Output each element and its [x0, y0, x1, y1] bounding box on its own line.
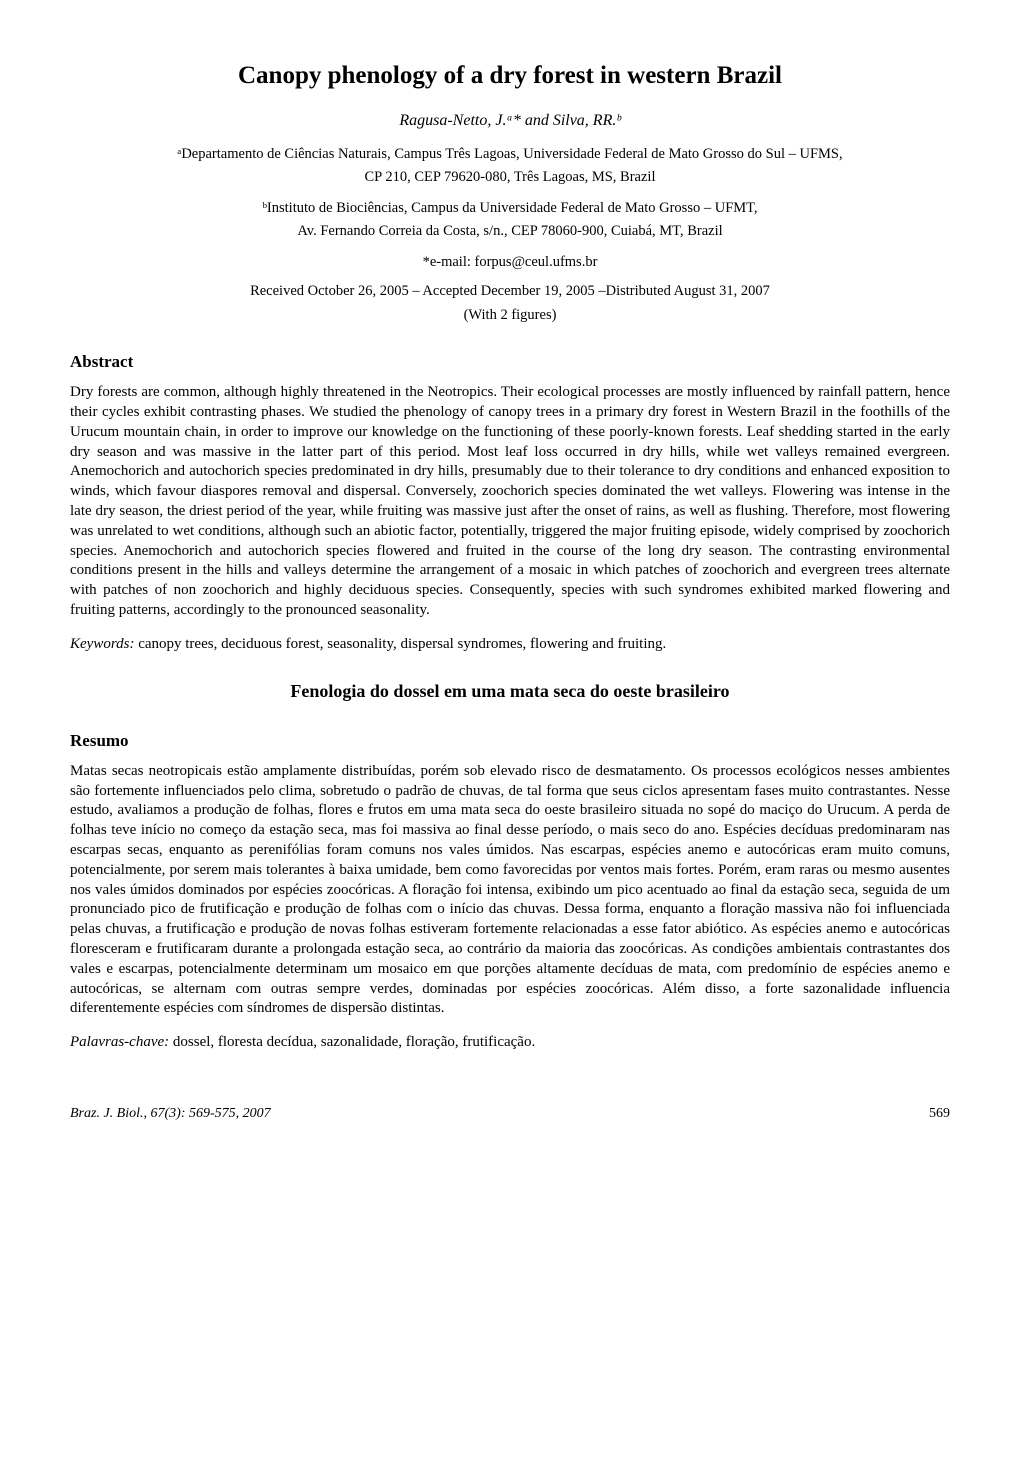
abstract-heading: Abstract [70, 351, 950, 373]
affiliation-a-line1: ᵃDepartamento de Ciências Naturais, Camp… [70, 145, 950, 164]
article-dates: Received October 26, 2005 – Accepted Dec… [70, 282, 950, 301]
corresponding-email: *e-mail: forpus@ceul.ufms.br [70, 253, 950, 272]
abstract-body: Dry forests are common, although highly … [70, 383, 950, 621]
journal-citation: Braz. J. Biol., 67(3): 569-575, 2007 [70, 1105, 271, 1123]
article-title: Canopy phenology of a dry forest in west… [70, 60, 950, 93]
affiliation-a: ᵃDepartamento de Ciências Naturais, Camp… [70, 145, 950, 187]
page-number: 569 [929, 1105, 950, 1123]
affiliation-b-line1: ᵇInstituto de Biociências, Campus da Uni… [70, 199, 950, 218]
affiliation-a-line2: CP 210, CEP 79620-080, Três Lagoas, MS, … [70, 168, 950, 187]
keywords-label: Keywords: [70, 636, 134, 652]
palavras-chave-label: Palavras-chave: [70, 1034, 169, 1050]
figures-note: (With 2 figures) [70, 306, 950, 325]
abstract-keywords: Keywords: canopy trees, deciduous forest… [70, 635, 950, 655]
authors-line: Ragusa-Netto, J.ᵃ* and Silva, RR.ᵇ [70, 111, 950, 132]
keywords-text: canopy trees, deciduous forest, seasonal… [134, 636, 666, 652]
page-footer: Braz. J. Biol., 67(3): 569-575, 2007 569 [70, 1105, 950, 1123]
affiliation-b-line2: Av. Fernando Correia da Costa, s/n., CEP… [70, 222, 950, 241]
portuguese-title: Fenologia do dossel em uma mata seca do … [70, 680, 950, 703]
resumo-keywords: Palavras-chave: dossel, floresta decídua… [70, 1033, 950, 1053]
affiliation-b: ᵇInstituto de Biociências, Campus da Uni… [70, 199, 950, 241]
resumo-body: Matas secas neotropicais estão amplament… [70, 762, 950, 1019]
resumo-heading: Resumo [70, 730, 950, 752]
palavras-chave-text: dossel, floresta decídua, sazonalidade, … [169, 1034, 535, 1050]
